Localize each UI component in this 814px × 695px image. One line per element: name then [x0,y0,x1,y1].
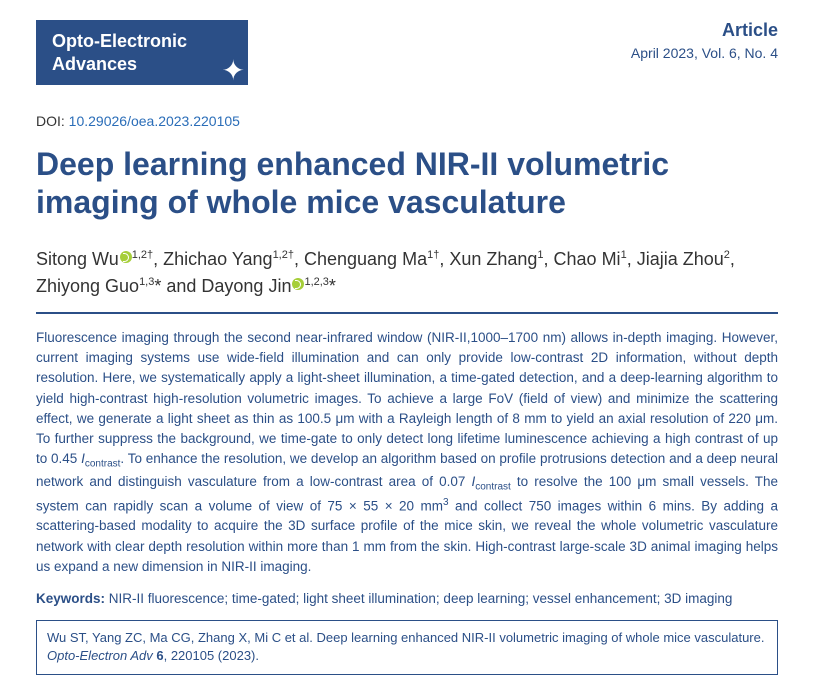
doi-prefix: DOI: [36,113,69,129]
article-title: Deep learning enhanced NIR-II volumetric… [36,145,778,222]
keywords-label: Keywords: [36,591,105,606]
journal-name-line1: Opto-Electronic [52,30,232,53]
divider [36,312,778,314]
issue-info: April 2023, Vol. 6, No. 4 [631,45,778,61]
keywords: Keywords: NIR-II fluorescence; time-gate… [36,591,778,606]
abstract: Fluorescence imaging through the second … [36,328,778,577]
doi-link[interactable]: 10.29026/oea.2023.220105 [69,113,240,129]
authors-list: Sitong Wu1,2†, Zhichao Yang1,2†, Chengua… [36,246,778,300]
orcid-icon [120,251,132,263]
doi-line: DOI: 10.29026/oea.2023.220105 [36,113,778,129]
header-right: Article April 2023, Vol. 6, No. 4 [631,20,778,61]
star-icon: ✦ [222,54,245,87]
orcid-icon [292,278,304,290]
article-label: Article [631,20,778,41]
journal-badge: Opto-Electronic Advances ✦ [36,20,248,85]
keywords-text: NIR-II fluorescence; time-gated; light s… [105,591,732,606]
citation-box: Wu ST, Yang ZC, Ma CG, Zhang X, Mi C et … [36,620,778,674]
journal-name-line2: Advances [52,53,232,76]
header-row: Opto-Electronic Advances ✦ Article April… [36,20,778,85]
